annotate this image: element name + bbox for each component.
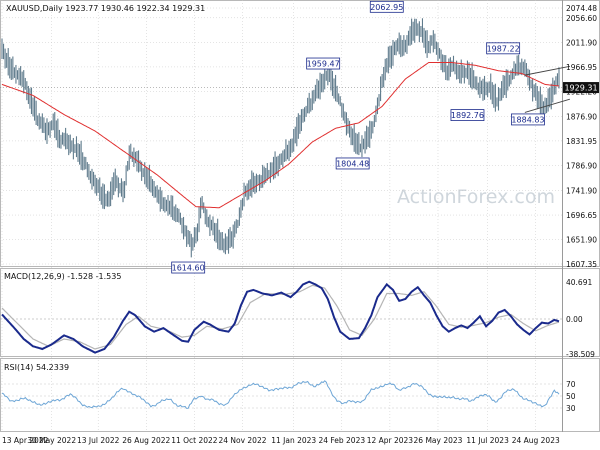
- price-y-tick-label: 1607.35: [566, 260, 597, 269]
- price-callout-label: 1614.60: [172, 264, 205, 273]
- price-y-tick-label: 1966.95: [566, 63, 597, 72]
- price-callout-box: [511, 113, 545, 126]
- last-price-tag-text: 1929.31: [564, 84, 597, 93]
- x-tick-label: 24 Aug 2023: [512, 436, 560, 445]
- price-y-tick-label: 2074.48: [566, 4, 597, 13]
- x-tick-label: 13 Apr 2022: [2, 436, 49, 445]
- price-callout-box: [306, 57, 341, 70]
- macd-y-tick-label: 40.691: [566, 278, 592, 287]
- x-tick-label: 26 Aug 2022: [122, 436, 170, 445]
- macd-panel-frame: [0, 268, 600, 357]
- price-callout-box: [369, 0, 404, 13]
- price-y-tick-label: 1741.90: [566, 186, 597, 195]
- price-y-tick-label: 2011.90: [566, 38, 597, 47]
- x-tick-label: 11 Oct 2022: [171, 436, 218, 445]
- rsi-panel-frame: [0, 358, 600, 432]
- x-tick-label: 11 Jan 2023: [271, 436, 316, 445]
- price-callout-label: 1987.22: [487, 44, 520, 53]
- price-callout-box: [335, 157, 370, 170]
- price-y-tick-label: 1876.90: [566, 112, 597, 121]
- price-y-tick-label: 2056.60: [566, 14, 597, 23]
- x-tick-label: 24 Feb 2023: [318, 436, 365, 445]
- price-callout-label: 1892.76: [451, 111, 484, 120]
- last-price-tag: 1929.31: [563, 82, 599, 94]
- macd-line: [1, 280, 560, 354]
- price-panel-title: XAUUSD,Daily 1923.77 1930.46 1922.34 192…: [6, 4, 205, 13]
- macd-y-tick-label: 0.00: [566, 315, 583, 324]
- rsi-panel-title: RSI(14) 54.2339: [4, 363, 69, 372]
- price-callout-box: [171, 261, 206, 274]
- trendline: [524, 65, 570, 76]
- x-tick-label: 12 Apr 2023: [367, 436, 414, 445]
- macd-panel-title: MACD(12,26,9) -1.528 -1.535: [4, 272, 121, 281]
- rsi-y-tick-label: 50: [566, 392, 576, 401]
- rsi-y-tick-label: 70: [566, 380, 576, 389]
- price-callout-label: 1959.47: [307, 60, 340, 69]
- macd-y-tick-label: -38.509: [566, 350, 595, 359]
- x-tick-label: 13 Jul 2022: [77, 436, 120, 445]
- x-tick-label: 30 May 2022: [27, 436, 76, 445]
- sma-line: [1, 62, 560, 209]
- watermark: ActionForex.com: [397, 186, 555, 208]
- x-tick-label: 11 Jul 2023: [466, 436, 509, 445]
- macd-signal-line: [1, 284, 560, 350]
- price-callout-box: [450, 109, 485, 121]
- price-callout-label: 1884.83: [511, 115, 544, 124]
- price-y-tick-label: 1786.90: [566, 162, 597, 171]
- trendline: [524, 98, 570, 113]
- price-callout-label: 2062.95: [370, 3, 403, 12]
- price-y-tick-label: 1651.90: [566, 236, 597, 245]
- rsi-line: [1, 380, 560, 409]
- price-y-tick-label: 1696.65: [566, 211, 597, 220]
- x-tick-label: 24 Nov 2022: [218, 436, 266, 445]
- last-price-tag-bg: [563, 82, 599, 94]
- x-tick-label: 26 May 2023: [414, 436, 463, 445]
- price-y-tick-label: 1831.95: [566, 137, 597, 146]
- rsi-y-tick-label: 30: [566, 404, 576, 413]
- price-callout-box: [486, 42, 521, 55]
- price-callout-label: 1804.48: [336, 159, 369, 168]
